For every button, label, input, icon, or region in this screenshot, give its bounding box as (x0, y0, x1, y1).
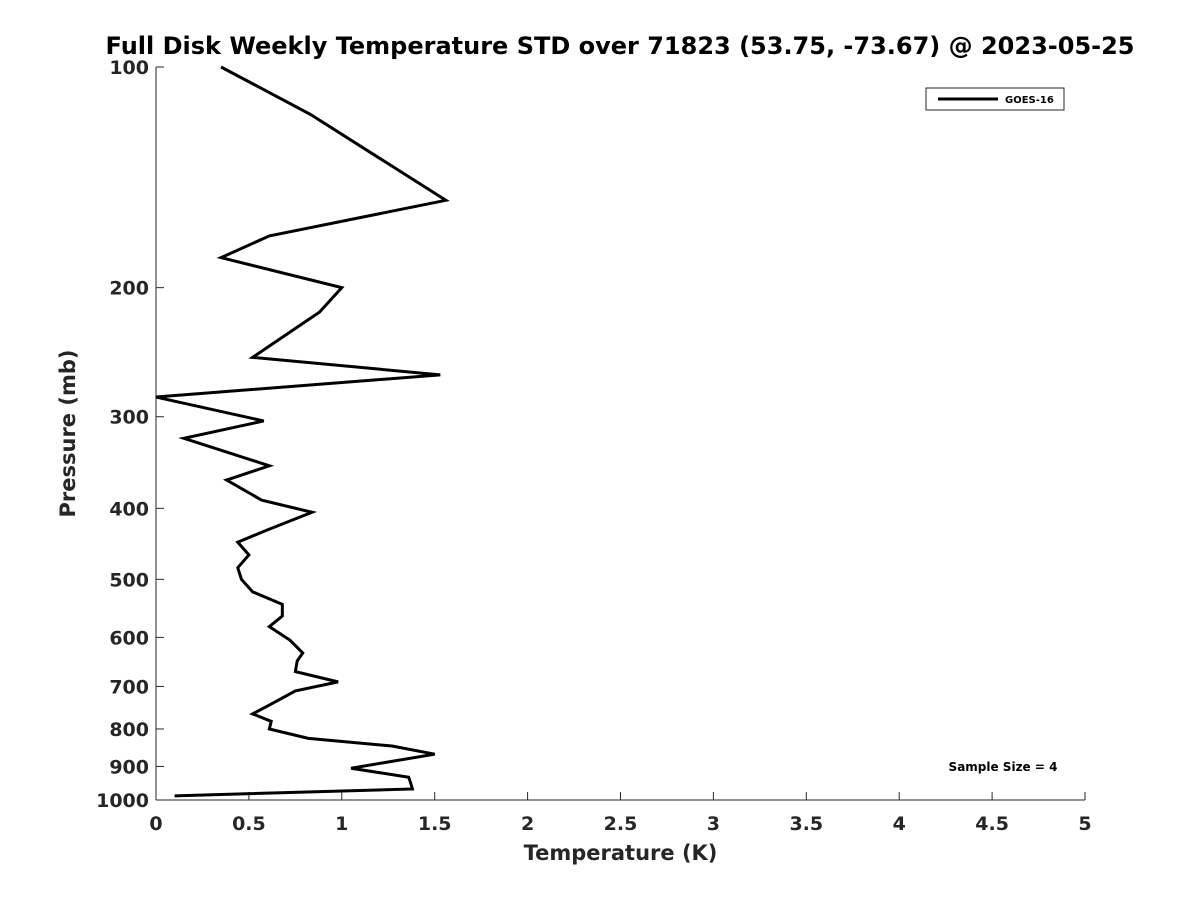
y-tick-label: 500 (109, 569, 149, 591)
legend-series-label: GOES-16 (1005, 95, 1054, 106)
x-tick-label: 1.5 (418, 813, 452, 835)
y-tick-label: 800 (109, 719, 149, 741)
y-tick-label: 700 (109, 676, 149, 698)
x-tick-label: 0 (149, 813, 162, 835)
x-tick-label: 0.5 (232, 813, 266, 835)
y-ticks: 100 200 300 400 500 600 700 800 900 1000 (96, 57, 164, 812)
x-tick-label: 5 (1078, 813, 1091, 835)
series-line-goes-16 (155, 65, 450, 798)
x-tick-label: 4 (893, 813, 906, 835)
chart-title: Full Disk Weekly Temperature STD over 71… (106, 32, 1135, 60)
sample-size-annotation: Sample Size = 4 (949, 760, 1058, 774)
x-tick-label: 4.5 (975, 813, 1009, 835)
legend: GOES-16 (925, 87, 1065, 111)
plot-area (156, 67, 1085, 800)
y-tick-label: 1000 (96, 790, 149, 812)
y-tick-label: 600 (109, 627, 149, 649)
y-axis-label: Pressure (mb) (56, 350, 80, 518)
x-tick-label: 2 (521, 813, 534, 835)
y-tick-label: 900 (109, 756, 149, 778)
y-tick-label: 200 (109, 278, 149, 300)
x-ticks: 0 0.5 1 1.5 2 2.5 3 3.5 4 4.5 5 (149, 792, 1092, 835)
y-tick-label: 100 (109, 57, 149, 79)
y-tick-label: 400 (109, 498, 149, 520)
x-tick-label: 1 (335, 813, 348, 835)
x-tick-label: 2.5 (604, 813, 638, 835)
series-layer (155, 65, 450, 798)
x-tick-label: 3 (707, 813, 720, 835)
x-axis-label: Temperature (K) (524, 841, 718, 865)
y-tick-label: 300 (109, 407, 149, 429)
x-tick-label: 3.5 (789, 813, 823, 835)
